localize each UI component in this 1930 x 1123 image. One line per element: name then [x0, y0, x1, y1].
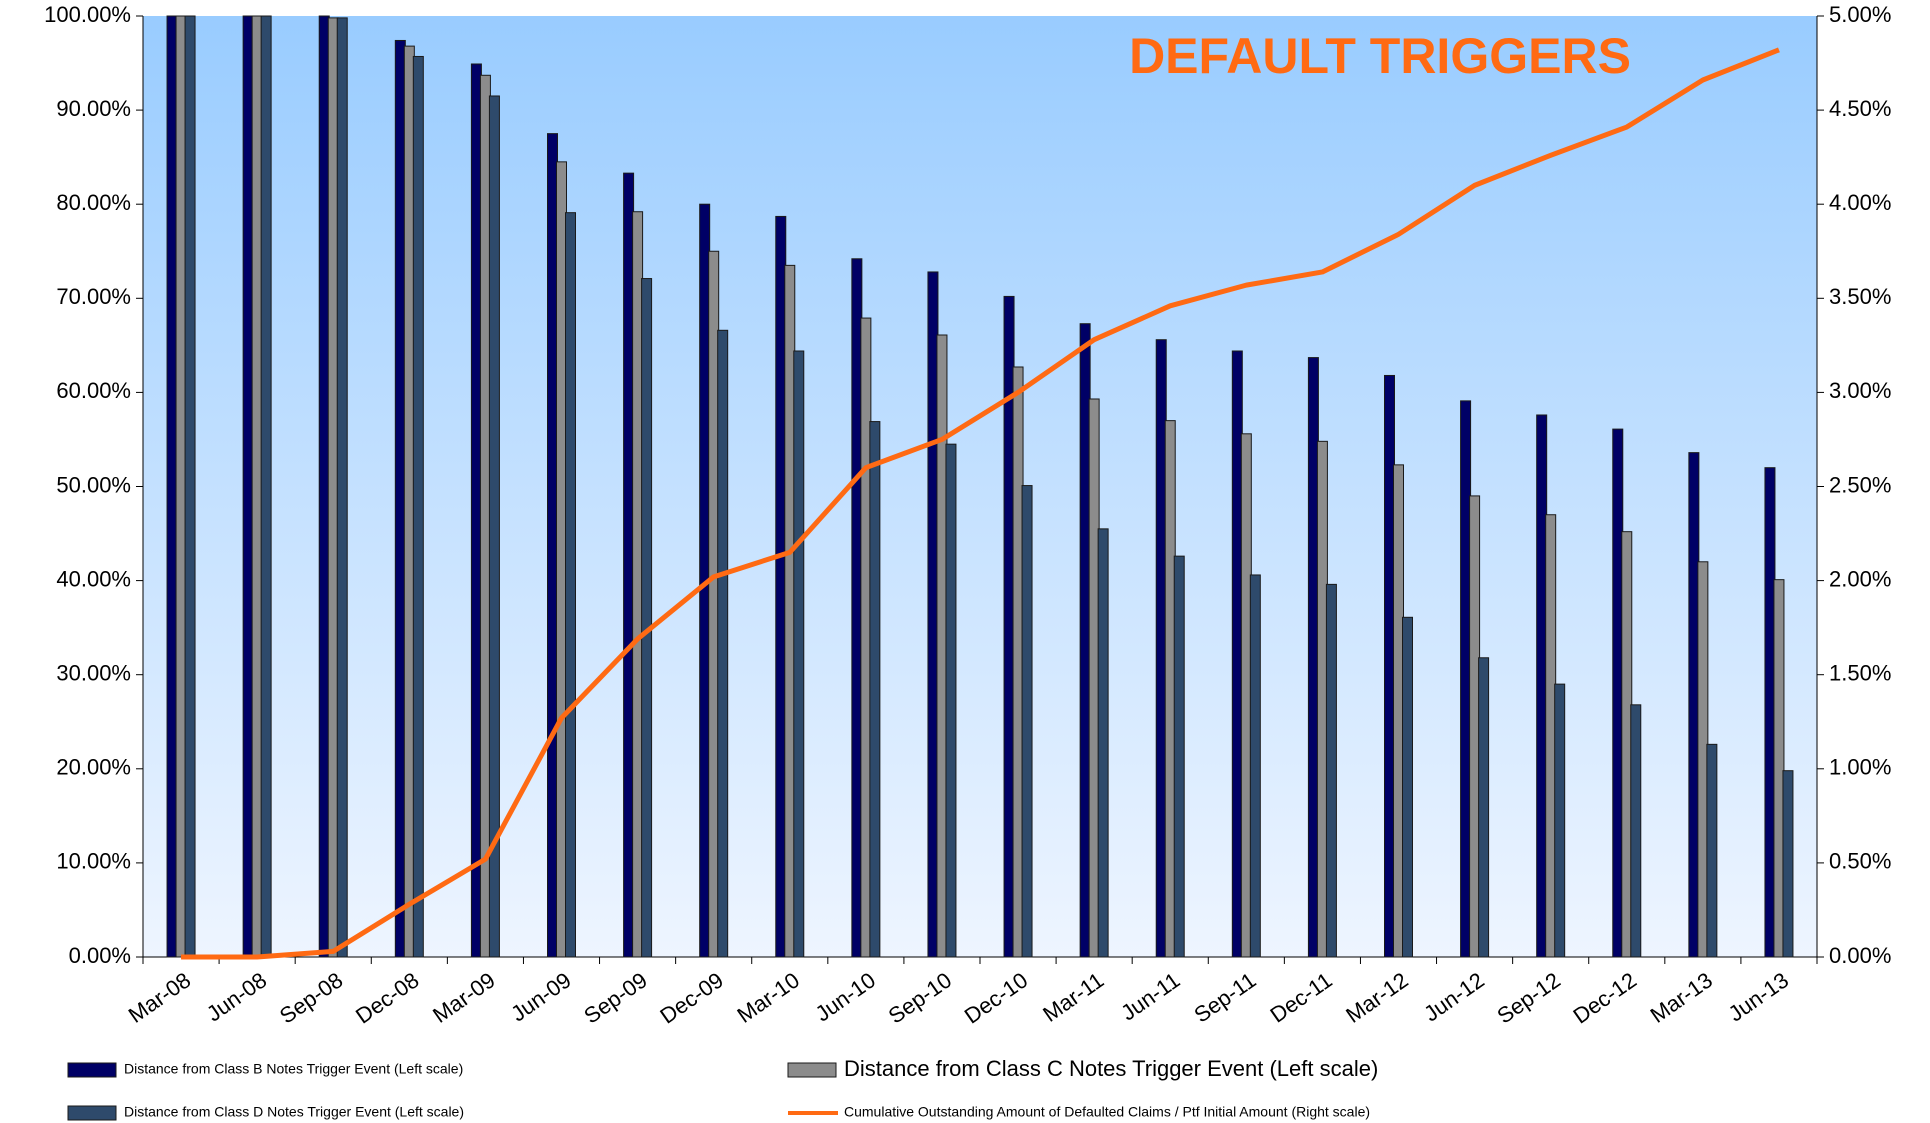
x-tick-label: Dec-09 — [655, 967, 727, 1028]
x-tick-label: Dec-12 — [1569, 967, 1641, 1028]
legend-label: Cumulative Outstanding Amount of Default… — [844, 1104, 1370, 1120]
x-tick-label: Dec-11 — [1266, 967, 1337, 1027]
plot-area — [143, 16, 1817, 957]
x-tick-label: Jun-10 — [811, 967, 880, 1026]
y2-tick-label: 5.00% — [1829, 2, 1891, 27]
y-tick-label: 30.00% — [56, 661, 131, 686]
bar — [1478, 657, 1490, 958]
bar — [1782, 770, 1794, 958]
bar — [793, 350, 805, 958]
legend-label: Distance from Class B Notes Trigger Even… — [124, 1061, 463, 1077]
line — [181, 47, 1780, 960]
y2-tick-label: 0.00% — [1829, 943, 1891, 968]
x-tick-label: Sep-11 — [1189, 967, 1260, 1027]
y2-tick-label: 4.00% — [1829, 190, 1891, 215]
x-tick-label: Mar-09 — [428, 967, 499, 1027]
bar — [641, 278, 653, 958]
y-tick-label: 100.00% — [44, 2, 131, 27]
y-tick-label: 10.00% — [56, 849, 131, 874]
bar — [1021, 485, 1033, 958]
bar — [869, 421, 881, 958]
bar — [1325, 583, 1337, 958]
legend-label: Distance from Class C Notes Trigger Even… — [844, 1056, 1378, 1081]
bar — [184, 15, 196, 958]
x-tick-label: Mar-08 — [124, 967, 195, 1027]
bar — [1630, 704, 1642, 958]
x-tick-label: Sep-08 — [275, 967, 347, 1028]
bar — [412, 55, 424, 958]
bar — [1097, 528, 1109, 958]
x-tick-label: Jun-11 — [1116, 967, 1184, 1025]
y-tick-label: 50.00% — [56, 472, 131, 497]
x-tick-label: Sep-12 — [1492, 967, 1564, 1028]
bar — [1554, 683, 1566, 958]
bar — [260, 15, 272, 958]
x-tick-label: Jun-12 — [1419, 967, 1488, 1026]
x-tick-label: Jun-13 — [1724, 967, 1793, 1026]
y2-tick-label: 2.50% — [1829, 472, 1891, 497]
bar — [1173, 555, 1185, 958]
x-tick-label: Sep-09 — [579, 967, 651, 1028]
x-tick-label: Mar-12 — [1341, 967, 1412, 1027]
bar — [336, 17, 348, 958]
bar — [1773, 579, 1785, 958]
bar — [717, 329, 729, 958]
y2-tick-label: 2.00% — [1829, 566, 1891, 591]
bar — [1249, 574, 1261, 958]
legend-label: Distance from Class D Notes Trigger Even… — [124, 1104, 464, 1120]
y-tick-label: 60.00% — [56, 378, 131, 403]
y-tick-label: 70.00% — [56, 284, 131, 309]
y-tick-label: 40.00% — [56, 566, 131, 591]
y2-tick-label: 1.00% — [1829, 755, 1891, 780]
x-tick-label: Mar-11 — [1038, 967, 1108, 1027]
x-tick-label: Sep-10 — [884, 967, 956, 1028]
bar — [565, 212, 576, 958]
y2-tick-label: 3.00% — [1829, 378, 1891, 403]
y2-tick-label: 1.50% — [1829, 661, 1891, 686]
x-tick-label: Dec-10 — [960, 967, 1032, 1028]
bar — [488, 95, 500, 958]
y-tick-label: 20.00% — [56, 755, 131, 780]
y-tick-label: 0.00% — [69, 943, 131, 968]
x-tick-label: Dec-08 — [351, 967, 423, 1028]
y2-tick-label: 0.50% — [1829, 849, 1891, 874]
legend-swatch — [67, 1105, 117, 1121]
y-tick-label: 90.00% — [56, 96, 131, 121]
y2-tick-label: 3.50% — [1829, 284, 1891, 309]
bar — [1706, 743, 1718, 958]
y2-tick-label: 4.50% — [1829, 96, 1891, 121]
bar — [945, 443, 957, 958]
bar — [1402, 616, 1413, 958]
x-tick-label: Jun-08 — [202, 967, 271, 1026]
chart-title: DEFAULT TRIGGERS — [1129, 28, 1631, 84]
x-tick-label: Jun-09 — [506, 967, 575, 1026]
legend-swatch — [67, 1062, 117, 1078]
y-tick-label: 80.00% — [56, 190, 131, 215]
x-tick-label: Mar-10 — [733, 967, 804, 1027]
x-tick-label: Mar-13 — [1646, 967, 1717, 1027]
legend-swatch — [787, 1062, 837, 1078]
